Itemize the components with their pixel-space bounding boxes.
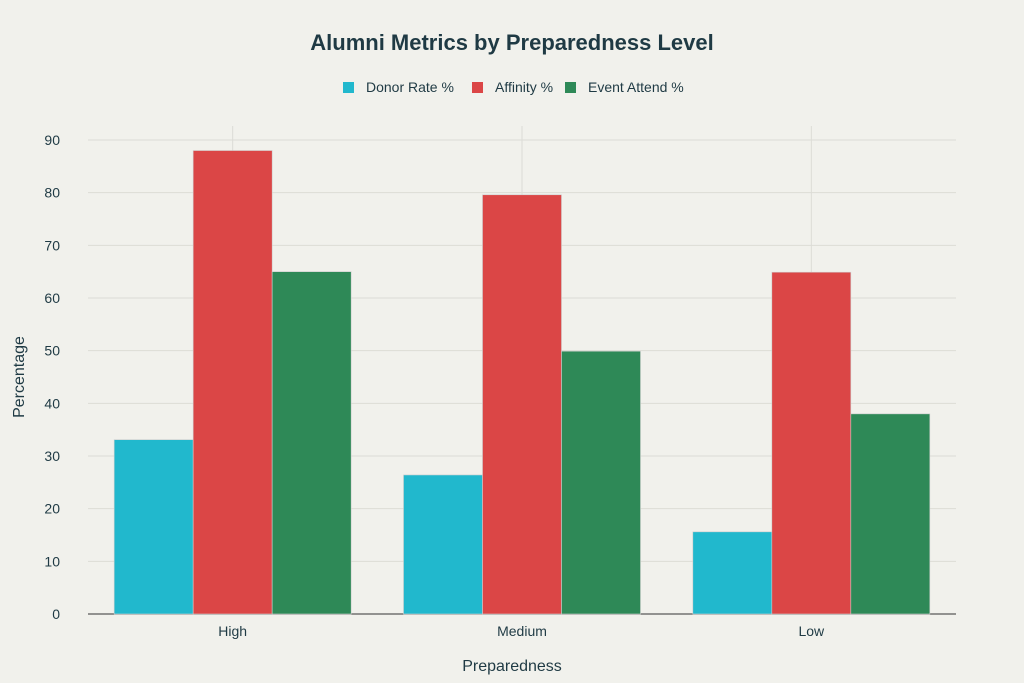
- legend-label: Affinity %: [495, 79, 553, 95]
- bar-donor-rate-medium: [403, 474, 483, 615]
- legend-label: Event Attend %: [588, 79, 684, 95]
- y-tick-label: 30: [44, 448, 60, 464]
- chart-title: Alumni Metrics by Preparedness Level: [310, 30, 714, 55]
- y-tick-label: 10: [44, 553, 60, 569]
- legend-swatch: [565, 82, 576, 93]
- legend-swatch: [472, 82, 483, 93]
- x-tick-label: High: [218, 623, 247, 639]
- y-tick-label: 0: [52, 606, 60, 622]
- y-tick-label: 20: [44, 501, 60, 517]
- y-tick-label: 40: [44, 395, 60, 411]
- bar-event-attend-low: [850, 413, 931, 615]
- bar-donor-rate-high: [113, 439, 194, 615]
- y-tick-label: 70: [44, 237, 60, 253]
- bar-donor-rate-low: [692, 531, 773, 615]
- bar-affinity-low: [771, 271, 852, 615]
- y-tick-label: 50: [44, 343, 60, 359]
- y-tick-label: 60: [44, 290, 60, 306]
- y-tick-label: 80: [44, 185, 60, 201]
- x-tick-label: Low: [798, 623, 825, 639]
- y-tick-label: 90: [44, 132, 60, 148]
- bar-event-attend-medium: [561, 350, 641, 615]
- bar-affinity-medium: [482, 194, 562, 615]
- y-axis-label: Percentage: [11, 336, 28, 418]
- legend-swatch: [343, 82, 354, 93]
- x-tick-label: Medium: [497, 623, 547, 639]
- bar-affinity-high: [192, 150, 273, 615]
- legend-label: Donor Rate %: [366, 79, 454, 95]
- x-axis-label: Preparedness: [462, 658, 562, 675]
- bar-event-attend-high: [271, 271, 352, 615]
